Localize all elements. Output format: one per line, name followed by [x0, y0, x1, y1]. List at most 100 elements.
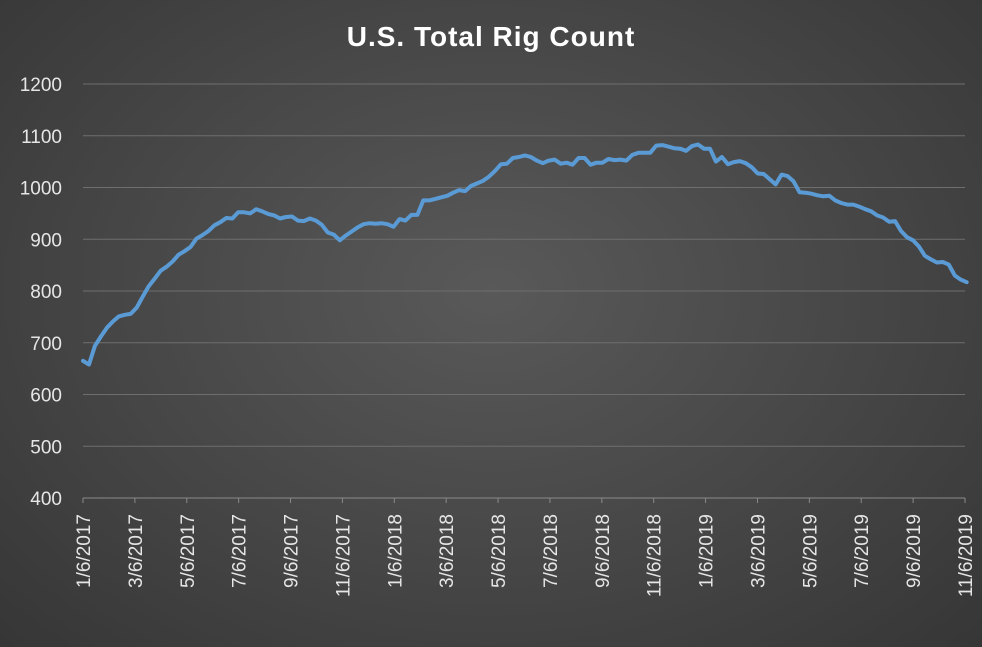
data-point: [948, 263, 950, 266]
data-point: [225, 217, 228, 219]
data-point: [858, 205, 860, 208]
data-point: [924, 255, 926, 257]
data-point: [745, 162, 747, 164]
data-point: [715, 160, 717, 163]
data-point: [380, 222, 383, 224]
x-tick-label: 1/6/2019: [697, 514, 718, 588]
data-point: [273, 214, 275, 217]
data-point: [512, 157, 514, 159]
data-point: [721, 156, 723, 158]
data-point: [279, 217, 281, 220]
data-point: [255, 208, 257, 210]
data-point: [607, 158, 610, 160]
data-point: [619, 158, 622, 161]
data-point: [637, 152, 640, 154]
data-point: [906, 236, 908, 238]
data-point: [613, 159, 616, 161]
data-point: [344, 234, 347, 237]
data-point: [792, 180, 795, 183]
series-layer: [81, 142, 969, 367]
x-tick-label: 7/6/2017: [230, 514, 251, 588]
data-point: [936, 261, 938, 264]
data-point: [942, 261, 944, 263]
y-tick-label: 1200: [20, 75, 62, 96]
x-tick-label: 11/6/2019: [956, 514, 977, 597]
data-point: [571, 163, 574, 166]
x-axis-ticks: 1/6/2017 3/6/2017 5/6/2017 7/6/2017 9/6/2017…: [74, 498, 977, 597]
y-tick-label: 800: [30, 282, 62, 303]
data-point: [118, 315, 120, 318]
data-point: [153, 277, 156, 280]
data-point: [165, 265, 168, 268]
x-tick-label: 7/6/2019: [852, 514, 873, 588]
data-point: [840, 202, 843, 204]
data-point: [589, 163, 592, 166]
data-point: [183, 250, 186, 252]
data-point: [356, 226, 359, 229]
data-point: [333, 233, 335, 236]
data-point: [362, 223, 365, 225]
x-tick-label: 5/6/2019: [800, 514, 821, 588]
chart-title: U.S. Total Rig Count: [347, 21, 636, 52]
data-point: [321, 224, 323, 226]
x-tick-label: 11/6/2017: [333, 514, 354, 597]
x-tick-label: 3/6/2019: [748, 514, 769, 588]
data-point: [649, 152, 651, 154]
data-point: [404, 219, 407, 222]
data-point: [846, 203, 849, 206]
y-tick-label: 400: [30, 489, 62, 510]
data-point: [918, 245, 920, 248]
data-point: [434, 198, 437, 200]
y-tick-label: 500: [30, 437, 62, 458]
data-point: [422, 199, 425, 202]
data-point: [756, 172, 759, 175]
data-point: [762, 173, 765, 175]
data-point: [488, 175, 490, 178]
data-point: [733, 161, 735, 163]
data-point: [912, 239, 914, 242]
x-tick-label: 9/6/2017: [282, 514, 303, 588]
data-point: [959, 278, 962, 281]
data-point: [100, 335, 102, 338]
data-point: [374, 222, 377, 225]
data-point: [231, 217, 234, 220]
data-point: [249, 212, 251, 215]
data-point: [530, 156, 532, 158]
x-tick-label: 3/6/2017: [126, 514, 147, 588]
data-point: [828, 195, 831, 197]
data-point: [655, 144, 657, 147]
data-point: [876, 214, 878, 217]
data-point: [774, 183, 777, 186]
data-point: [315, 219, 317, 222]
data-point: [285, 216, 287, 218]
data-point: [595, 161, 598, 164]
data-point: [201, 234, 204, 236]
data-point: [727, 163, 729, 165]
data-point: [780, 173, 783, 176]
data-point: [392, 226, 395, 228]
x-tick-label: 5/6/2017: [178, 514, 199, 588]
data-point: [739, 160, 741, 162]
y-tick-label: 900: [30, 230, 62, 251]
data-point: [870, 210, 872, 213]
data-point: [416, 214, 419, 216]
data-point: [398, 218, 401, 220]
data-point: [643, 152, 646, 154]
data-point: [458, 189, 461, 191]
data-point: [291, 215, 293, 218]
x-tick-label: 9/6/2019: [904, 514, 925, 588]
data-point: [482, 180, 484, 182]
data-point: [470, 185, 472, 187]
data-point: [768, 178, 771, 180]
data-point: [810, 192, 813, 195]
data-point: [195, 237, 198, 240]
data-point: [112, 320, 114, 323]
gridlines: [83, 83, 965, 499]
data-point: [213, 224, 216, 227]
y-axis-ticks: 400 500 600 700 800 900 1000 1100 1200: [20, 75, 62, 510]
data-point: [141, 295, 144, 298]
x-tick-label: 1/6/2018: [385, 514, 406, 588]
data-point: [930, 258, 932, 261]
data-point: [386, 223, 389, 225]
